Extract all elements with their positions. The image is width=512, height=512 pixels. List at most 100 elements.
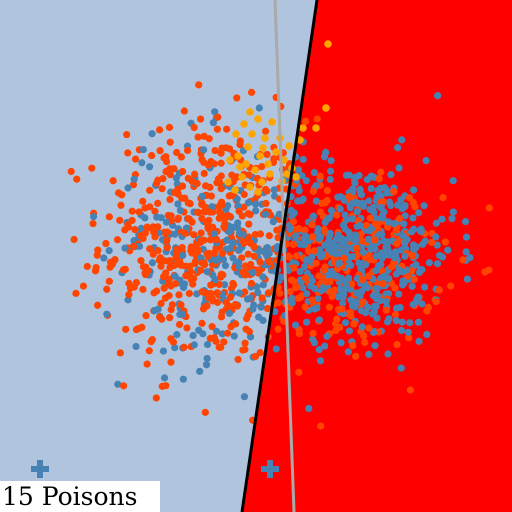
point-class-b [103, 285, 111, 293]
point-class-a [303, 318, 311, 326]
point-class-a [391, 248, 400, 256]
point-class-b [284, 252, 293, 260]
point-class-b [173, 248, 182, 257]
point-class-b [196, 115, 205, 123]
point-class-a [317, 253, 325, 261]
point-class-b [213, 289, 221, 297]
point-class-b [247, 279, 256, 288]
point-class-a [326, 245, 334, 253]
point-class-a [243, 295, 252, 303]
point-class-b [217, 201, 226, 209]
point-class-b [338, 305, 346, 313]
point-class-a [321, 342, 329, 350]
point-class-b [174, 214, 182, 222]
point-class-b [256, 258, 264, 266]
point-class-b [353, 244, 361, 253]
point-class-b [211, 248, 219, 256]
point-class-b [218, 144, 226, 152]
point-class-b [293, 283, 301, 291]
point-class-b [198, 215, 206, 223]
point-class-a [321, 218, 329, 227]
point-class-b [164, 257, 172, 265]
poison-point [238, 173, 246, 181]
point-class-b [387, 263, 396, 271]
point-class-a [348, 252, 357, 261]
point-class-a [196, 367, 204, 375]
point-class-b [350, 320, 358, 328]
point-class-b [229, 281, 238, 289]
point-class-b [403, 272, 411, 280]
point-class-a [387, 201, 395, 210]
point-class-a [339, 299, 347, 308]
point-class-b [240, 203, 248, 211]
point-class-a [209, 119, 218, 127]
point-class-a [148, 130, 156, 138]
point-class-b [213, 125, 221, 133]
point-class-b [295, 224, 303, 233]
point-class-b [136, 232, 145, 240]
poison-point [312, 124, 320, 132]
poison-point [246, 183, 254, 191]
point-class-a [398, 281, 407, 289]
point-class-a [401, 252, 409, 260]
point-class-b [318, 199, 326, 207]
point-class-b [233, 94, 241, 102]
point-class-b [235, 207, 243, 215]
point-class-b [186, 262, 194, 270]
point-class-b [149, 225, 158, 233]
point-class-a [252, 207, 260, 215]
point-class-b [163, 236, 171, 244]
point-class-a [348, 215, 357, 223]
point-class-a [391, 254, 399, 262]
point-class-b [274, 325, 282, 333]
point-class-a [211, 108, 219, 116]
point-class-a [173, 331, 181, 339]
point-class-b [173, 260, 181, 268]
point-class-a [333, 235, 341, 243]
poison-point [254, 188, 262, 196]
point-class-a [244, 199, 253, 207]
point-class-a [395, 290, 403, 298]
point-class-a [349, 187, 357, 196]
point-class-a [308, 276, 317, 285]
point-class-a [310, 168, 318, 177]
point-class-b [190, 123, 198, 132]
point-class-b [359, 298, 367, 306]
point-class-a [398, 318, 406, 326]
point-class-b [439, 193, 447, 202]
point-class-a [193, 290, 201, 298]
point-class-a [296, 267, 304, 276]
point-class-b [308, 233, 317, 241]
point-class-a [449, 177, 457, 185]
point-class-b [194, 133, 202, 141]
point-class-b [409, 198, 417, 207]
point-class-b [132, 278, 141, 287]
point-class-a [341, 225, 349, 233]
point-class-a [419, 240, 427, 248]
point-class-b [323, 187, 331, 195]
point-class-a [367, 245, 375, 253]
point-class-b [197, 266, 205, 274]
point-class-b [308, 221, 316, 229]
point-class-a [370, 328, 378, 336]
point-class-a [420, 202, 428, 210]
point-class-b [167, 358, 175, 366]
point-class-a [307, 282, 315, 290]
point-class-a [354, 199, 362, 207]
point-class-b [390, 188, 398, 196]
point-class-a [305, 404, 313, 413]
point-class-b [459, 256, 467, 264]
poison-point [268, 118, 276, 126]
point-class-b [129, 242, 138, 251]
point-class-b [309, 187, 317, 195]
point-class-a [425, 259, 433, 267]
point-class-b [132, 325, 141, 334]
point-class-a [327, 206, 336, 215]
point-class-b [289, 218, 298, 226]
point-class-a [371, 342, 379, 350]
point-class-a [230, 223, 238, 231]
poison-count-label: 15 Poisons [0, 481, 160, 512]
point-class-b [182, 272, 190, 280]
point-class-a [372, 284, 380, 293]
